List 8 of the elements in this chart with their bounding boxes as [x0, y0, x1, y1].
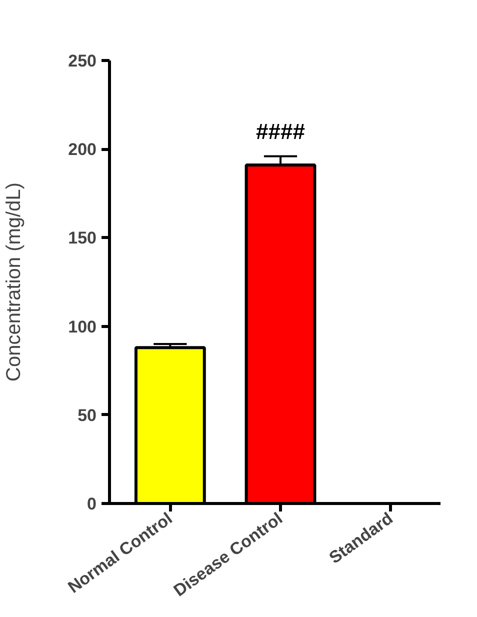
y-tick-label: 150	[68, 228, 97, 248]
y-tick-label: 50	[78, 406, 97, 425]
y-axis-title: Concentration (mg/dL)	[3, 182, 26, 382]
y-tick-label: 0	[87, 494, 97, 514]
y-tick-label: 250	[68, 52, 97, 70]
y-tick-label: 200	[68, 140, 97, 160]
annotation: ####	[256, 119, 305, 144]
y-tick-label: 100	[68, 317, 97, 336]
